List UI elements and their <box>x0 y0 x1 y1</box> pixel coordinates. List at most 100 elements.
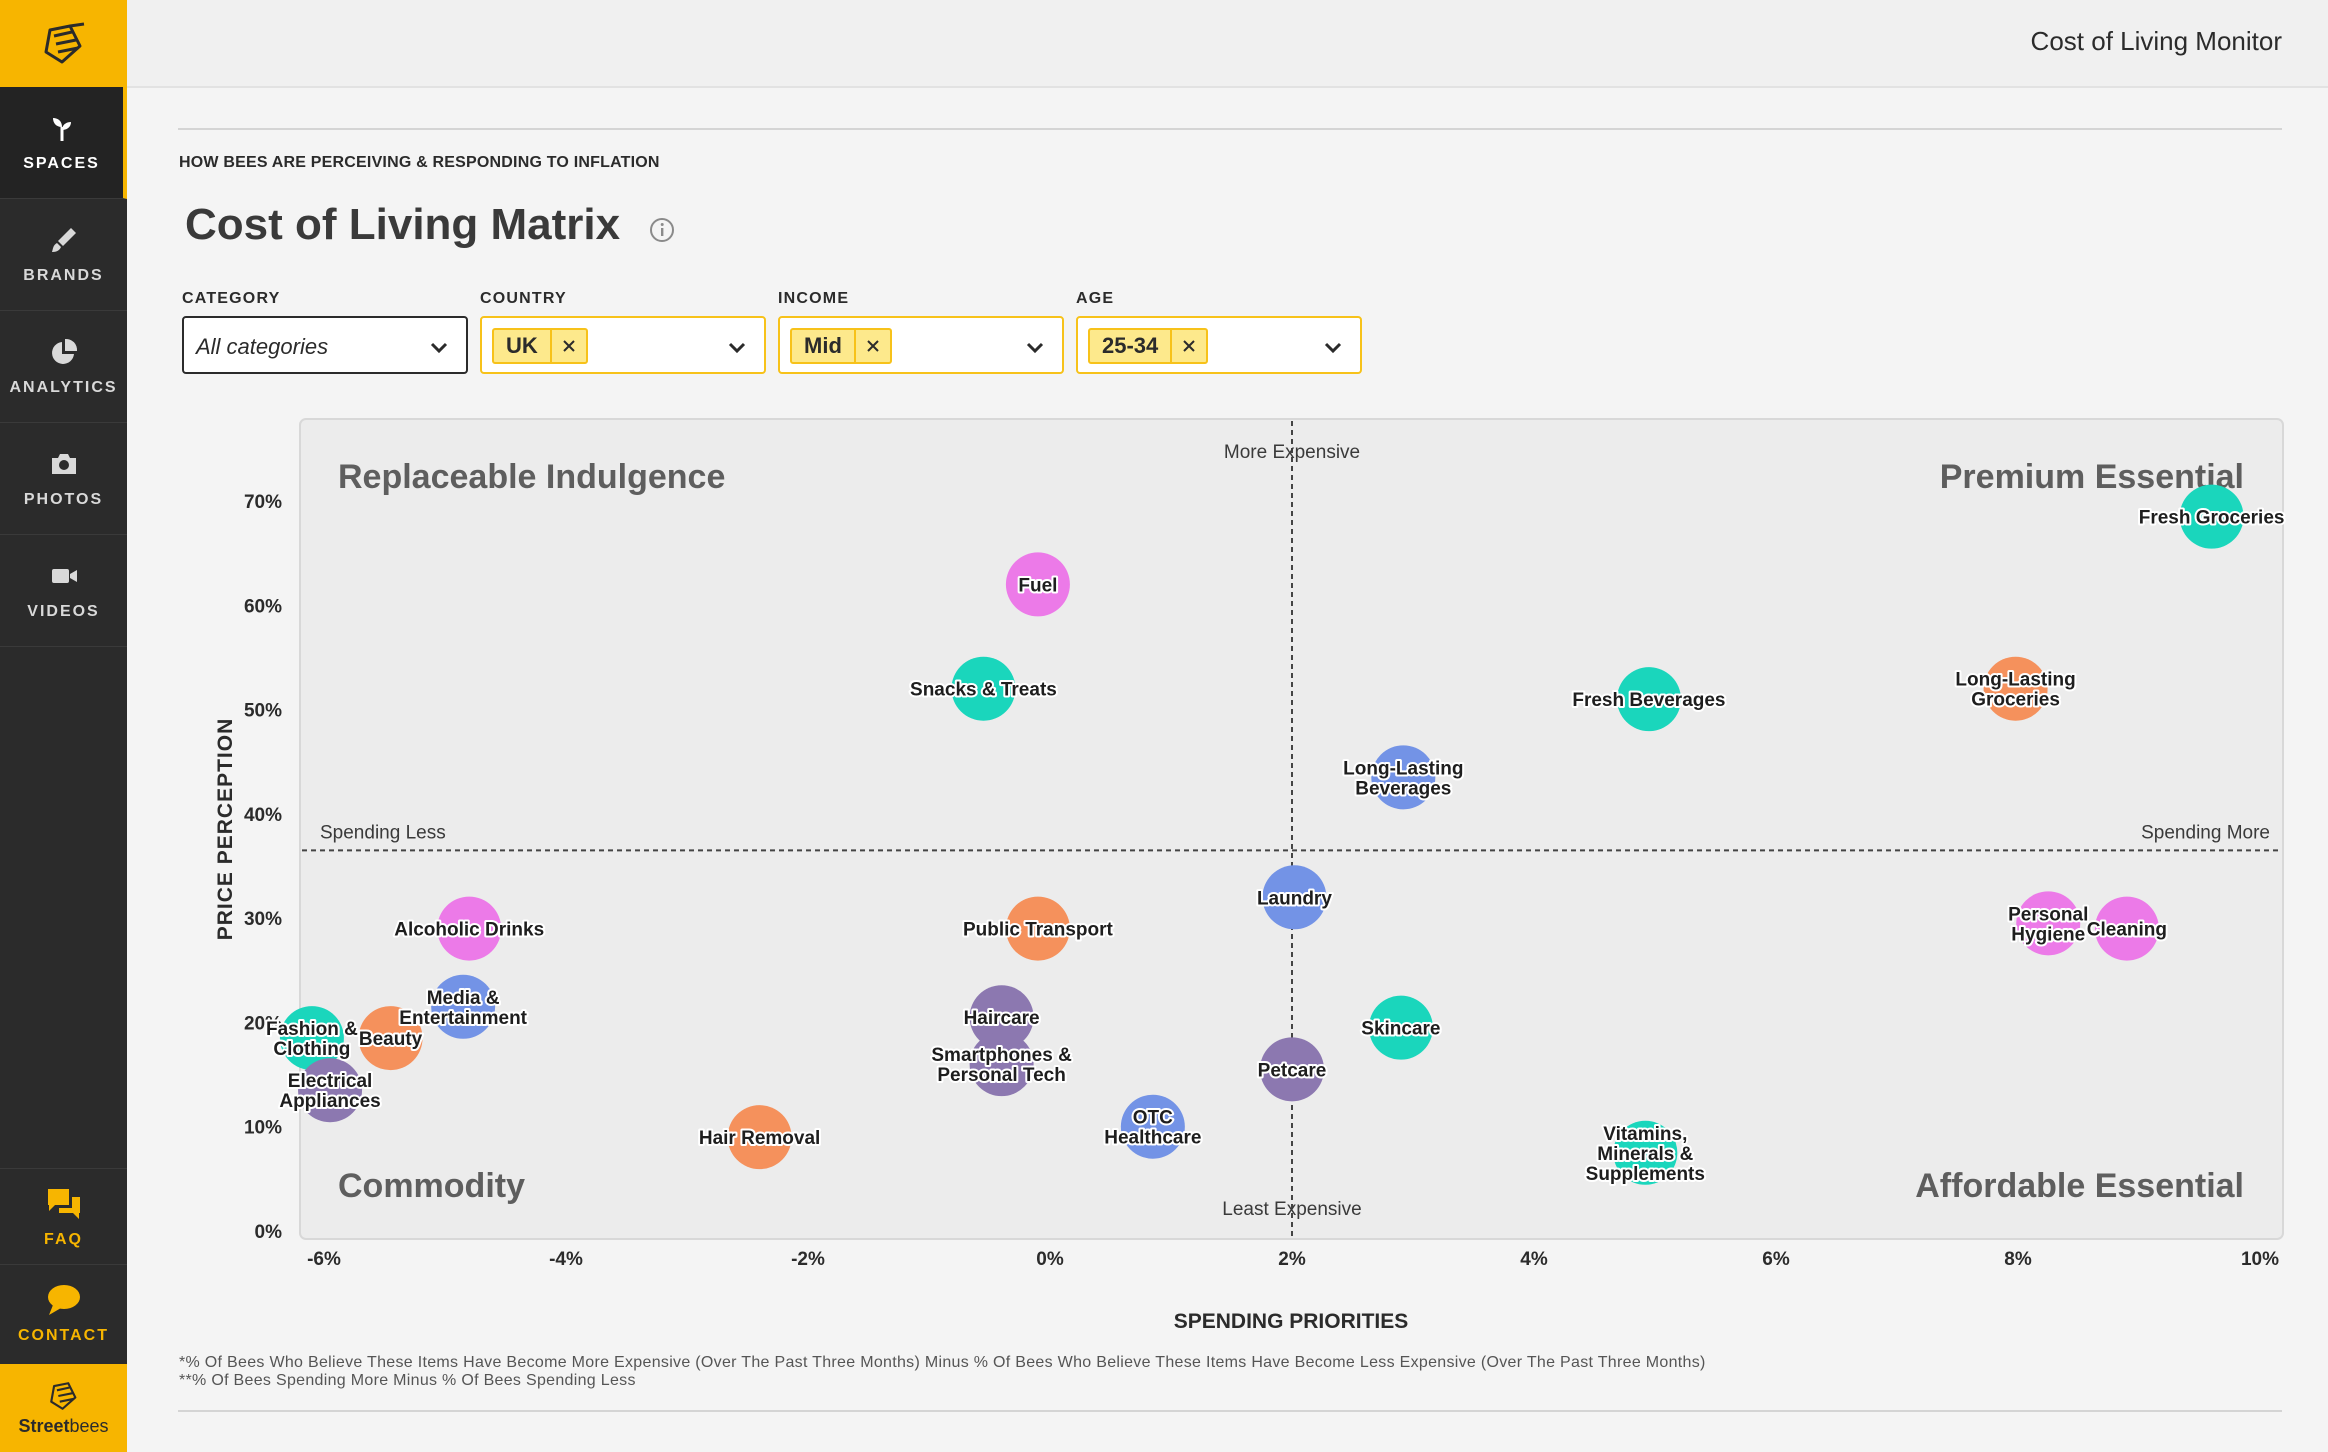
remove-income-chip-button[interactable] <box>853 330 890 362</box>
bee-logo-icon <box>44 22 84 63</box>
income-chip-label: Mid <box>804 333 842 358</box>
footnote-2: **% Of Bees Spending More Minus % Of Bee… <box>179 1372 636 1389</box>
sidebar-item-brands[interactable]: BRANDS <box>0 199 127 311</box>
country-chip-label: UK <box>506 333 538 358</box>
data-point-label: Smartphones & <box>931 1045 1072 1066</box>
data-point <box>1120 1094 1185 1159</box>
sidebar-item-label: SPACES <box>23 154 100 172</box>
data-point <box>1260 1037 1324 1102</box>
close-icon <box>867 340 879 352</box>
annotation-least-expensive: Least Expensive <box>1222 1199 1361 1220</box>
info-icon[interactable] <box>648 216 676 244</box>
data-point <box>431 974 496 1039</box>
x-tick-label: 6% <box>1762 1249 1790 1270</box>
x-axis-title: SPENDING PRIORITIES <box>1174 1310 1409 1333</box>
income-select[interactable]: Mid <box>778 316 1064 374</box>
sidebar-item-analytics[interactable]: ANALYTICS <box>0 311 127 423</box>
data-point-label: Petcare <box>1258 1060 1327 1081</box>
data-point-label: Fuel <box>1018 575 1057 596</box>
data-point <box>1616 667 1681 732</box>
data-point <box>1371 745 1436 810</box>
y-tick-label: 50% <box>244 701 282 722</box>
country-filter-label: COUNTRY <box>480 290 567 307</box>
data-point <box>1983 656 2048 721</box>
camera-icon <box>51 453 76 474</box>
y-tick-label: 10% <box>244 1118 282 1139</box>
sidebar-item-label: PHOTOS <box>23 490 104 508</box>
contact-button[interactable]: CONTACT <box>0 1264 127 1360</box>
faq-label: FAQ <box>44 1230 83 1248</box>
data-point-label: Fresh Groceries <box>2139 508 2285 529</box>
category-select[interactable]: All categories <box>182 316 468 374</box>
sidebar-item-label: BRANDS <box>23 266 104 284</box>
age-chip: 25-34 <box>1088 328 1209 364</box>
annotation-more-expensive: More Expensive <box>1224 442 1360 463</box>
brand-footer[interactable]: Streetbees <box>0 1364 127 1452</box>
x-tick-label: 0% <box>1036 1249 1064 1270</box>
data-point-label: Cleaning <box>2087 920 2167 941</box>
contact-label: CONTACT <box>17 1326 110 1344</box>
sidebar: SPACES BRANDS ANALYTICS PHOTOS <box>0 0 127 1452</box>
close-icon <box>1183 340 1195 352</box>
app-title: Cost of Living Monitor <box>2030 26 2282 56</box>
chevron-down-icon <box>728 342 746 354</box>
x-tick-label: 10% <box>2241 1249 2279 1270</box>
remove-country-chip-button[interactable] <box>549 330 586 362</box>
data-point-label: Healthcare <box>1104 1128 1201 1149</box>
data-point-label: Snacks & Treats <box>910 680 1057 701</box>
header-divider <box>178 128 2282 130</box>
data-point <box>969 1032 1034 1097</box>
sidebar-item-spaces[interactable]: SPACES <box>0 87 127 199</box>
data-point-label: Skincare <box>1361 1019 1440 1040</box>
bee-logo-icon <box>49 1381 76 1410</box>
data-point-label: Fresh Beverages <box>1572 690 1725 711</box>
data-point-label: Fashion & <box>266 1019 358 1040</box>
data-point <box>2094 896 2159 961</box>
data-point-label: Hair Removal <box>699 1128 820 1149</box>
income-filter-label: INCOME <box>778 290 850 307</box>
data-point-label: Personal Tech <box>937 1065 1065 1086</box>
chat-bubbles-icon <box>47 1188 80 1219</box>
x-tick-label: -4% <box>549 1249 583 1270</box>
data-point-label: Appliances <box>279 1091 380 1112</box>
top-bar: Cost of Living Monitor <box>127 0 2328 88</box>
video-icon <box>51 568 77 583</box>
data-point-label: Entertainment <box>399 1008 527 1029</box>
data-point <box>1005 552 1070 617</box>
data-point <box>2179 484 2244 549</box>
x-tick-label: -6% <box>307 1249 341 1270</box>
y-tick-label: 40% <box>244 805 282 826</box>
close-icon <box>563 340 575 352</box>
annotation-spending-less: Spending Less <box>320 822 446 843</box>
data-point-label: Hygiene <box>2011 924 2085 945</box>
data-point <box>1613 1120 1678 1185</box>
y-tick-label: 70% <box>244 492 282 513</box>
age-select[interactable]: 25-34 <box>1076 316 1362 374</box>
age-chip-label: 25-34 <box>1102 333 1159 358</box>
quadrant-label-bottom-left: Commodity <box>338 1167 525 1205</box>
brand-name: Streetbees <box>18 1416 108 1437</box>
country-select[interactable]: UK <box>480 316 766 374</box>
data-point <box>298 1058 363 1123</box>
data-point-label: Clothing <box>273 1039 350 1060</box>
page-title: Cost of Living Matrix <box>185 200 621 249</box>
quadrant-label-top-right: Premium Essential <box>1940 458 2244 496</box>
data-point <box>2016 891 2081 956</box>
data-point-label: Beverages <box>1355 778 1451 799</box>
data-point <box>727 1105 792 1170</box>
data-point-label: Long-Lasting <box>1343 758 1463 779</box>
data-point <box>1368 995 1433 1060</box>
chevron-down-icon <box>1324 342 1342 354</box>
data-point-label: Supplements <box>1586 1164 1705 1185</box>
data-point-label: Public Transport <box>963 920 1114 941</box>
age-filter-label: AGE <box>1076 290 1115 307</box>
data-point <box>969 985 1034 1050</box>
sidebar-item-videos[interactable]: VIDEOS <box>0 535 127 647</box>
remove-age-chip-button[interactable] <box>1170 330 1206 362</box>
quadrant-label-top-left: Replaceable Indulgence <box>338 458 725 496</box>
logo[interactable] <box>0 0 127 87</box>
faq-button[interactable]: FAQ <box>0 1168 127 1264</box>
brand-name-bold: Street <box>18 1415 70 1436</box>
sprout-icon <box>52 117 71 141</box>
sidebar-item-photos[interactable]: PHOTOS <box>0 423 127 535</box>
